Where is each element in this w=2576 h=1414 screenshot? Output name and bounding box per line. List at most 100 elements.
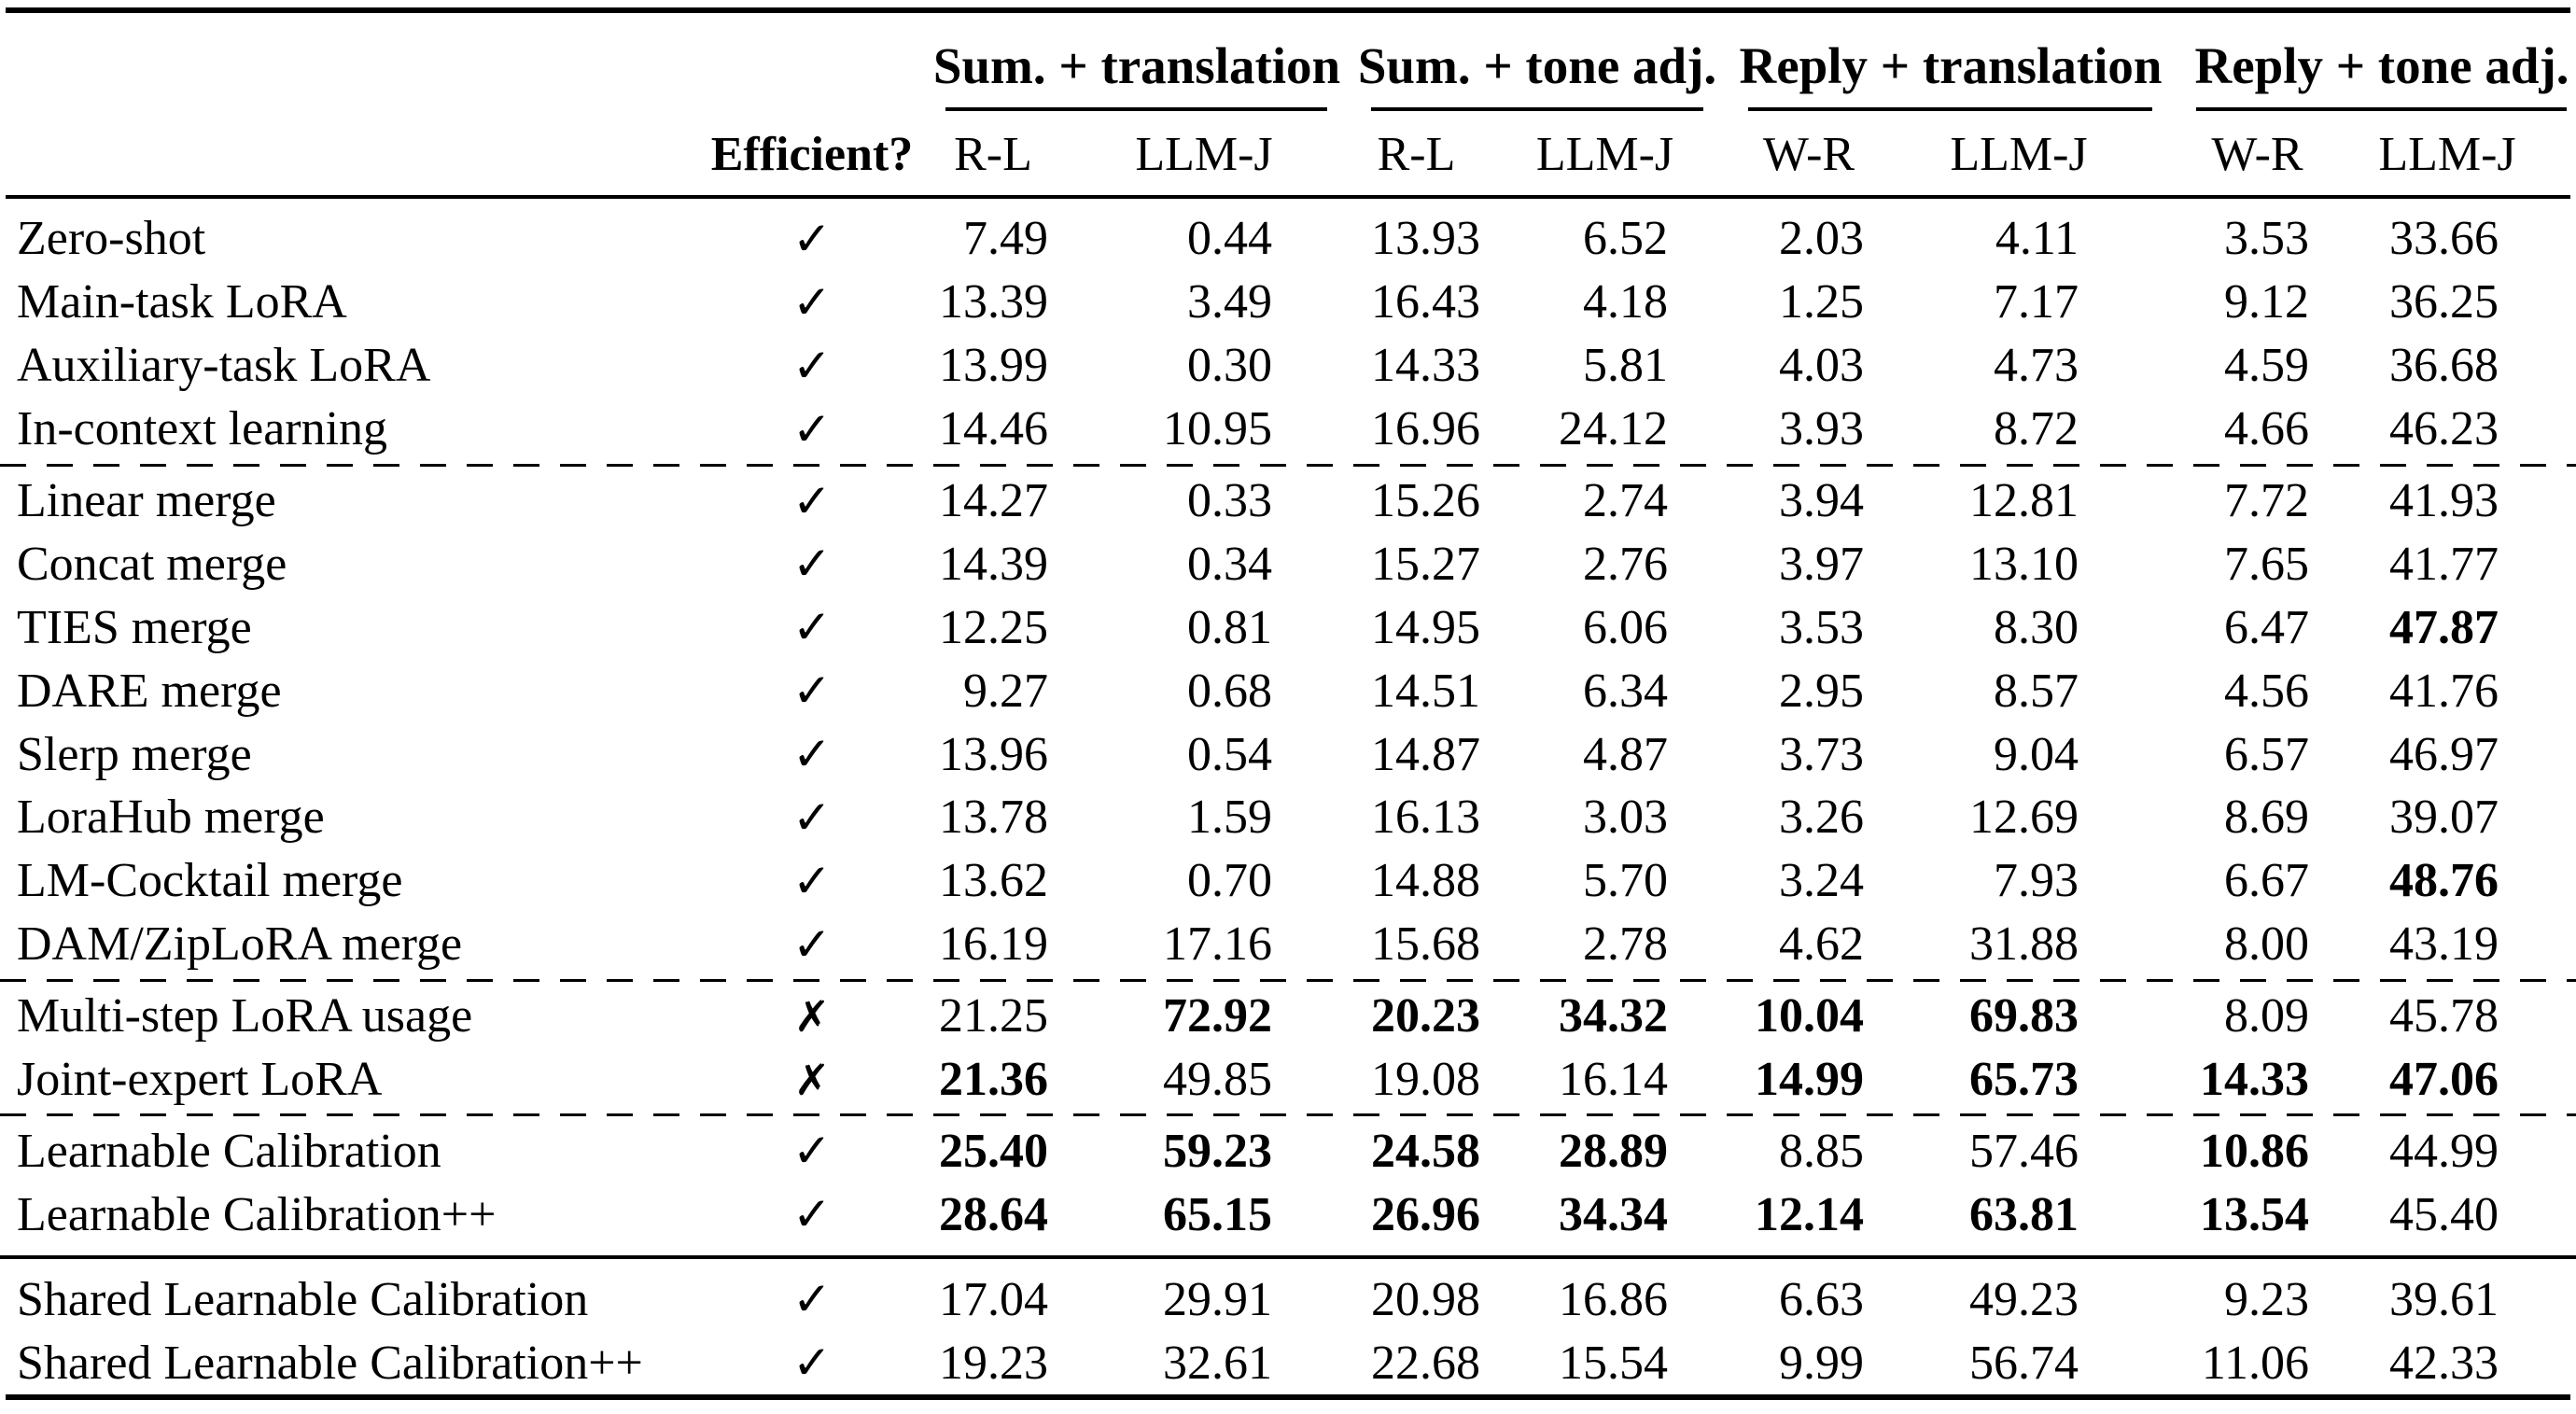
table-row: Concat merge ✓ 14.39 0.34 15.27 2.76 3.97 13.10…: [0, 532, 2576, 595]
value-cell: 0.68: [1187, 664, 1272, 718]
value-cell: 8.09: [2224, 989, 2309, 1043]
checkmark-icon: ✓: [792, 1124, 832, 1179]
checkmark-icon: ✓: [792, 401, 832, 456]
metric-header: R-L: [1377, 128, 1456, 181]
value-cell: 9.99: [1779, 1336, 1864, 1390]
value-cell: 7.93: [1994, 854, 2079, 908]
value-cell: 8.30: [1994, 600, 2079, 654]
value-cell: 14.88: [1371, 854, 1480, 908]
checkmark-icon: ✓: [792, 211, 832, 266]
efficient-cell: ✓: [695, 402, 929, 456]
checkmark-icon: ✓: [792, 853, 832, 908]
checkmark-icon: ✓: [792, 600, 832, 655]
value-cell: 3.53: [2224, 212, 2309, 266]
value-cell: 13.62: [939, 854, 1048, 908]
value-cell: 36.68: [2389, 339, 2499, 393]
efficient-cell: ✓: [695, 1272, 929, 1326]
value-cell: 6.52: [1583, 212, 1668, 266]
group-header-reply-translation: Reply + translation: [1739, 36, 2163, 94]
value-cell: 57.46: [1969, 1124, 2079, 1178]
value-cell: 0.70: [1187, 854, 1272, 908]
table-row: Learnable Calibration ✓ 25.40 59.23 24.58 28.…: [0, 1119, 2576, 1183]
value-cell: 47.87: [2389, 600, 2499, 654]
method-name: Zero-shot: [17, 212, 206, 266]
table-row: Shared Learnable Calibration ✓ 17.04 29.91 2…: [0, 1267, 2576, 1331]
value-cell: 65.15: [1163, 1187, 1272, 1241]
table-row: Joint-expert LoRA ✗ 21.36 49.85 19.08 16.14 14…: [0, 1048, 2576, 1112]
efficient-cell: ✓: [695, 917, 929, 972]
value-cell: 69.83: [1969, 989, 2079, 1043]
metric-header: LLM-J: [2378, 128, 2516, 181]
efficient-cell: ✓: [695, 474, 929, 528]
efficient-cell: ✓: [695, 791, 929, 845]
value-cell: 15.26: [1371, 474, 1480, 527]
checkmark-icon: ✓: [792, 664, 832, 719]
value-cell: 1.59: [1187, 791, 1272, 845]
metric-header: LLM-J: [1950, 128, 2088, 181]
value-cell: 0.30: [1187, 339, 1272, 393]
value-cell: 28.89: [1559, 1124, 1668, 1178]
group-header-sum-tone: Sum. + tone adj.: [1357, 36, 1717, 94]
value-cell: 16.96: [1371, 402, 1480, 456]
value-cell: 19.08: [1371, 1053, 1480, 1107]
method-name: Concat merge: [17, 537, 287, 591]
metric-header: LLM-J: [1135, 128, 1273, 181]
method-name: Slerp merge: [17, 727, 252, 781]
value-cell: 6.63: [1779, 1272, 1864, 1326]
table-row: Multi-step LoRA usage ✗ 21.25 72.92 20.23 34.…: [0, 985, 2576, 1048]
method-name: DAM/ZipLoRA merge: [17, 917, 463, 972]
value-cell: 14.95: [1371, 600, 1480, 654]
value-cell: 3.24: [1779, 854, 1864, 908]
value-cell: 46.23: [2389, 402, 2499, 456]
checkmark-icon: ✓: [792, 917, 832, 972]
value-cell: 4.56: [2224, 664, 2309, 718]
method-name: Multi-step LoRA usage: [17, 989, 473, 1043]
value-cell: 8.57: [1994, 664, 2079, 718]
group-header-sum-translation: Sum. + translation: [932, 36, 1341, 94]
efficient-cell: ✓: [695, 537, 929, 591]
value-cell: 14.46: [939, 402, 1048, 456]
value-cell: 2.76: [1583, 537, 1668, 591]
value-cell: 12.81: [1969, 474, 2079, 527]
metric-header: W-R: [2211, 128, 2303, 181]
value-cell: 10.95: [1163, 402, 1272, 456]
checkmark-icon: ✓: [792, 537, 832, 592]
value-cell: 49.23: [1969, 1272, 2079, 1326]
value-cell: 4.73: [1994, 339, 2079, 393]
value-cell: 7.65: [2224, 537, 2309, 591]
value-cell: 14.33: [2200, 1053, 2309, 1107]
value-cell: 65.73: [1969, 1053, 2079, 1107]
value-cell: 24.12: [1559, 402, 1668, 456]
value-cell: 4.87: [1583, 727, 1668, 781]
table-row: In-context learning ✓ 14.46 10.95 16.96 24.12…: [0, 398, 2576, 461]
value-cell: 34.34: [1559, 1187, 1668, 1241]
header-bottom-rule: [6, 195, 2570, 199]
value-cell: 13.10: [1969, 537, 2079, 591]
table-row: Linear merge ✓ 14.27 0.33 15.26 2.74 3.94 12.81…: [0, 469, 2576, 533]
value-cell: 14.27: [939, 474, 1048, 527]
value-cell: 49.85: [1163, 1053, 1272, 1107]
method-name: Linear merge: [17, 474, 276, 527]
group-underline: [945, 107, 1327, 111]
value-cell: 20.23: [1371, 989, 1480, 1043]
value-cell: 33.66: [2389, 212, 2499, 266]
table-row: Learnable Calibration++ ✓ 28.64 65.15 26.96 3…: [0, 1183, 2576, 1246]
value-cell: 46.97: [2389, 727, 2499, 781]
method-name: Main-task LoRA: [17, 275, 347, 329]
value-cell: 9.27: [963, 664, 1048, 718]
method-name: Shared Learnable Calibration++: [17, 1336, 643, 1390]
value-cell: 12.14: [1755, 1187, 1864, 1241]
value-cell: 13.99: [939, 339, 1048, 393]
value-cell: 22.68: [1371, 1336, 1480, 1390]
value-cell: 3.53: [1779, 600, 1864, 654]
value-cell: 2.95: [1779, 664, 1864, 718]
value-cell: 14.99: [1755, 1053, 1864, 1107]
value-cell: 41.76: [2389, 664, 2499, 718]
efficient-cell: ✓: [695, 727, 929, 781]
checkmark-icon: ✓: [792, 1336, 832, 1391]
table-row: Shared Learnable Calibration++ ✓ 19.23 32.6…: [0, 1331, 2576, 1394]
metric-header: LLM-J: [1535, 128, 1674, 181]
checkmark-icon: ✓: [792, 1272, 832, 1327]
efficient-cell: ✓: [695, 1336, 929, 1390]
